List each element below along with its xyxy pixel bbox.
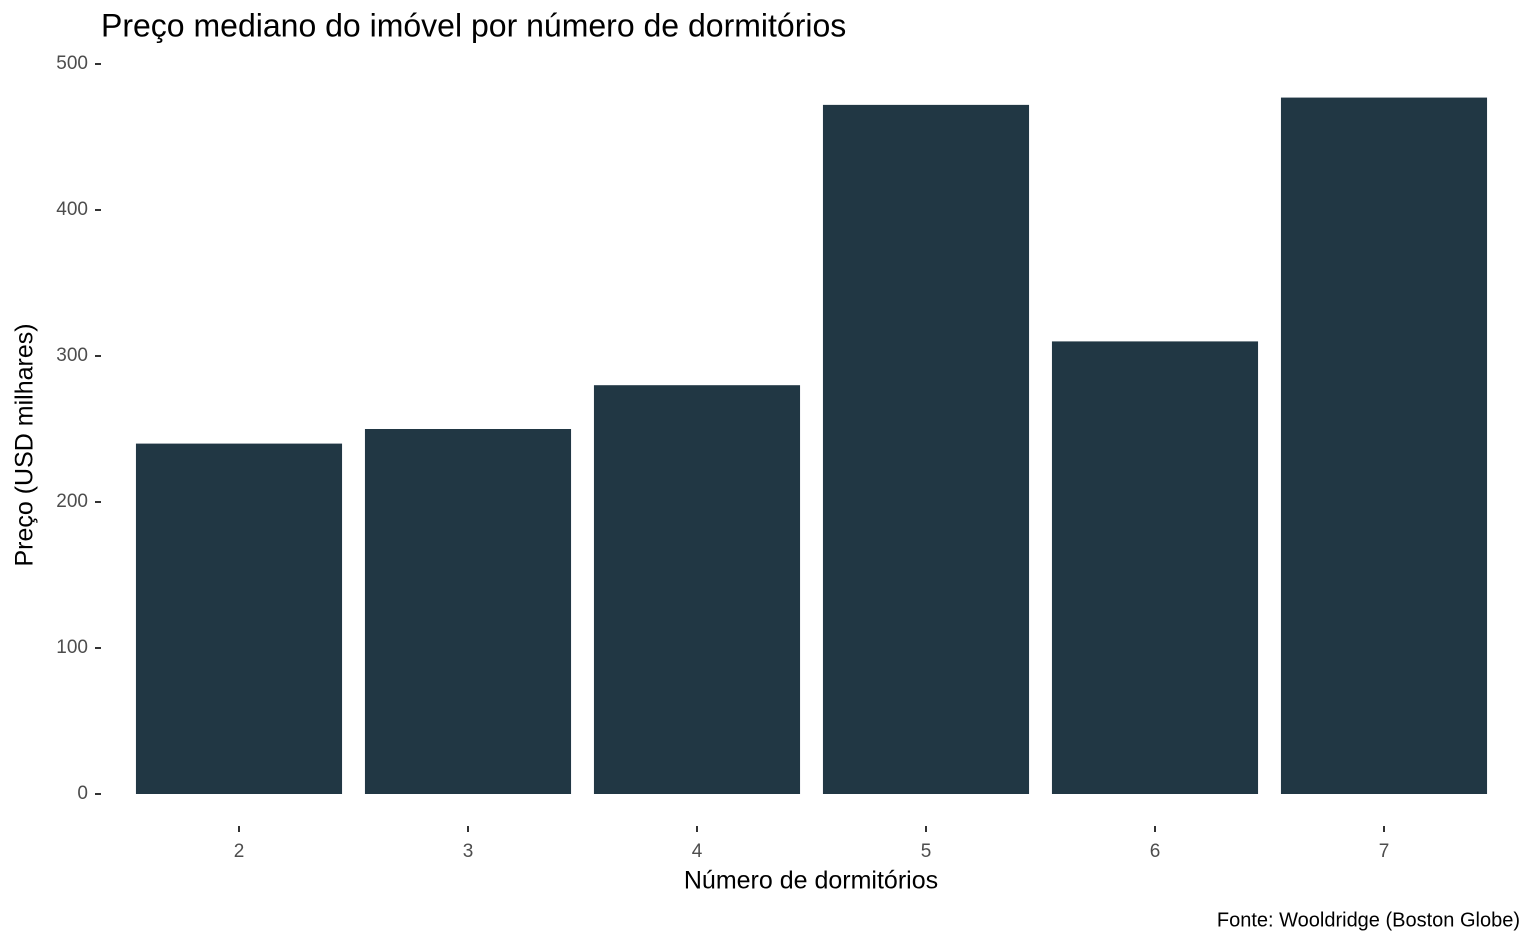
- x-tick-label: 3: [463, 841, 474, 862]
- bar: [822, 104, 1030, 794]
- y-tick-label: 500: [56, 53, 88, 74]
- y-tick-label: 100: [56, 637, 88, 658]
- y-tick-label: 400: [56, 199, 88, 220]
- x-tick-label: 7: [1379, 841, 1390, 862]
- bar: [593, 385, 801, 794]
- x-tick-label: 2: [234, 841, 245, 862]
- bar: [364, 429, 572, 794]
- y-tick-label: 0: [77, 783, 88, 804]
- y-tick-label: 200: [56, 491, 88, 512]
- y-axis-label: Preço (USD milhares): [11, 323, 39, 566]
- bar: [135, 443, 343, 794]
- bar: [1280, 97, 1488, 794]
- x-tick-label: 5: [921, 841, 932, 862]
- caption: Fonte: Wooldridge (Boston Globe): [1217, 909, 1520, 931]
- x-tick-label: 4: [692, 841, 703, 862]
- x-axis-label: Número de dormitórios: [684, 867, 938, 895]
- y-tick-label: 300: [56, 345, 88, 366]
- bar: [1051, 341, 1259, 794]
- x-tick-label: 6: [1150, 841, 1161, 862]
- chart-title: Preço mediano do imóvel por número de do…: [101, 7, 846, 43]
